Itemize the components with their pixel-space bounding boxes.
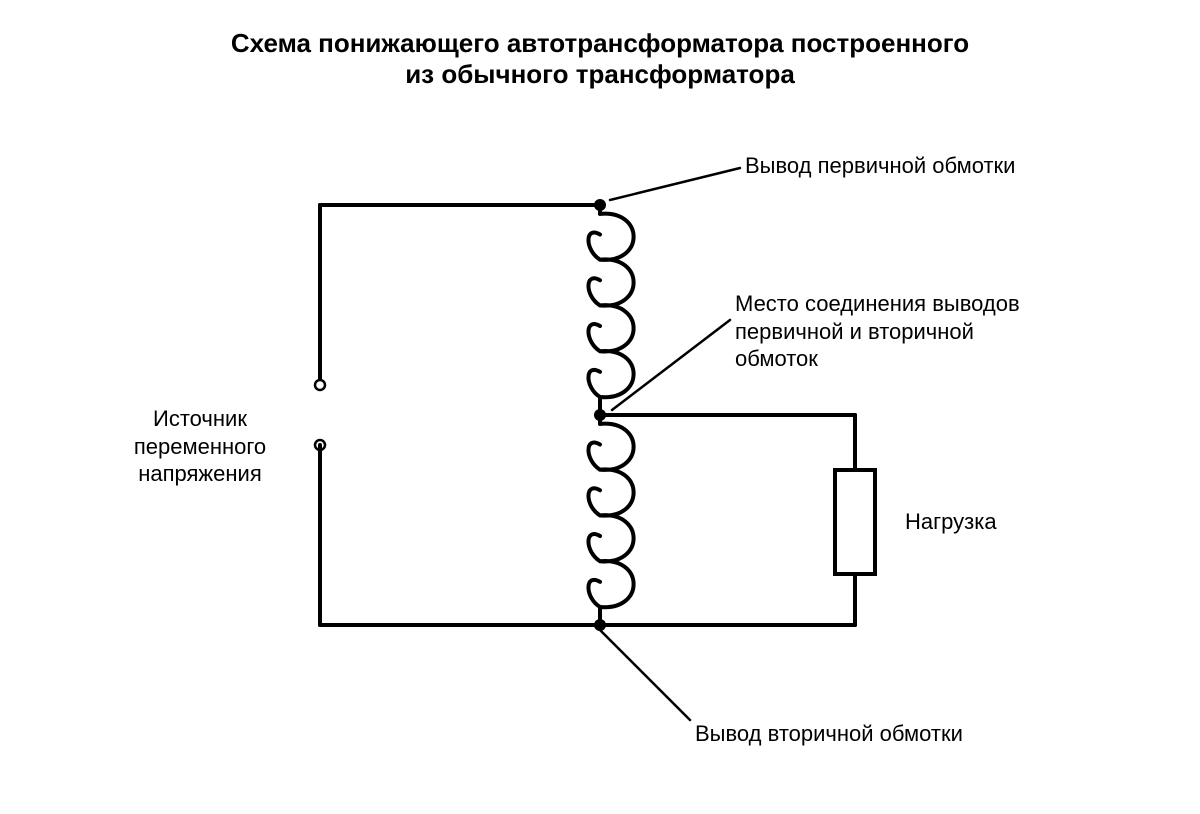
page: Cхема понижающего автотрансформатора пос… xyxy=(0,0,1200,814)
schematic-svg xyxy=(0,0,1200,814)
